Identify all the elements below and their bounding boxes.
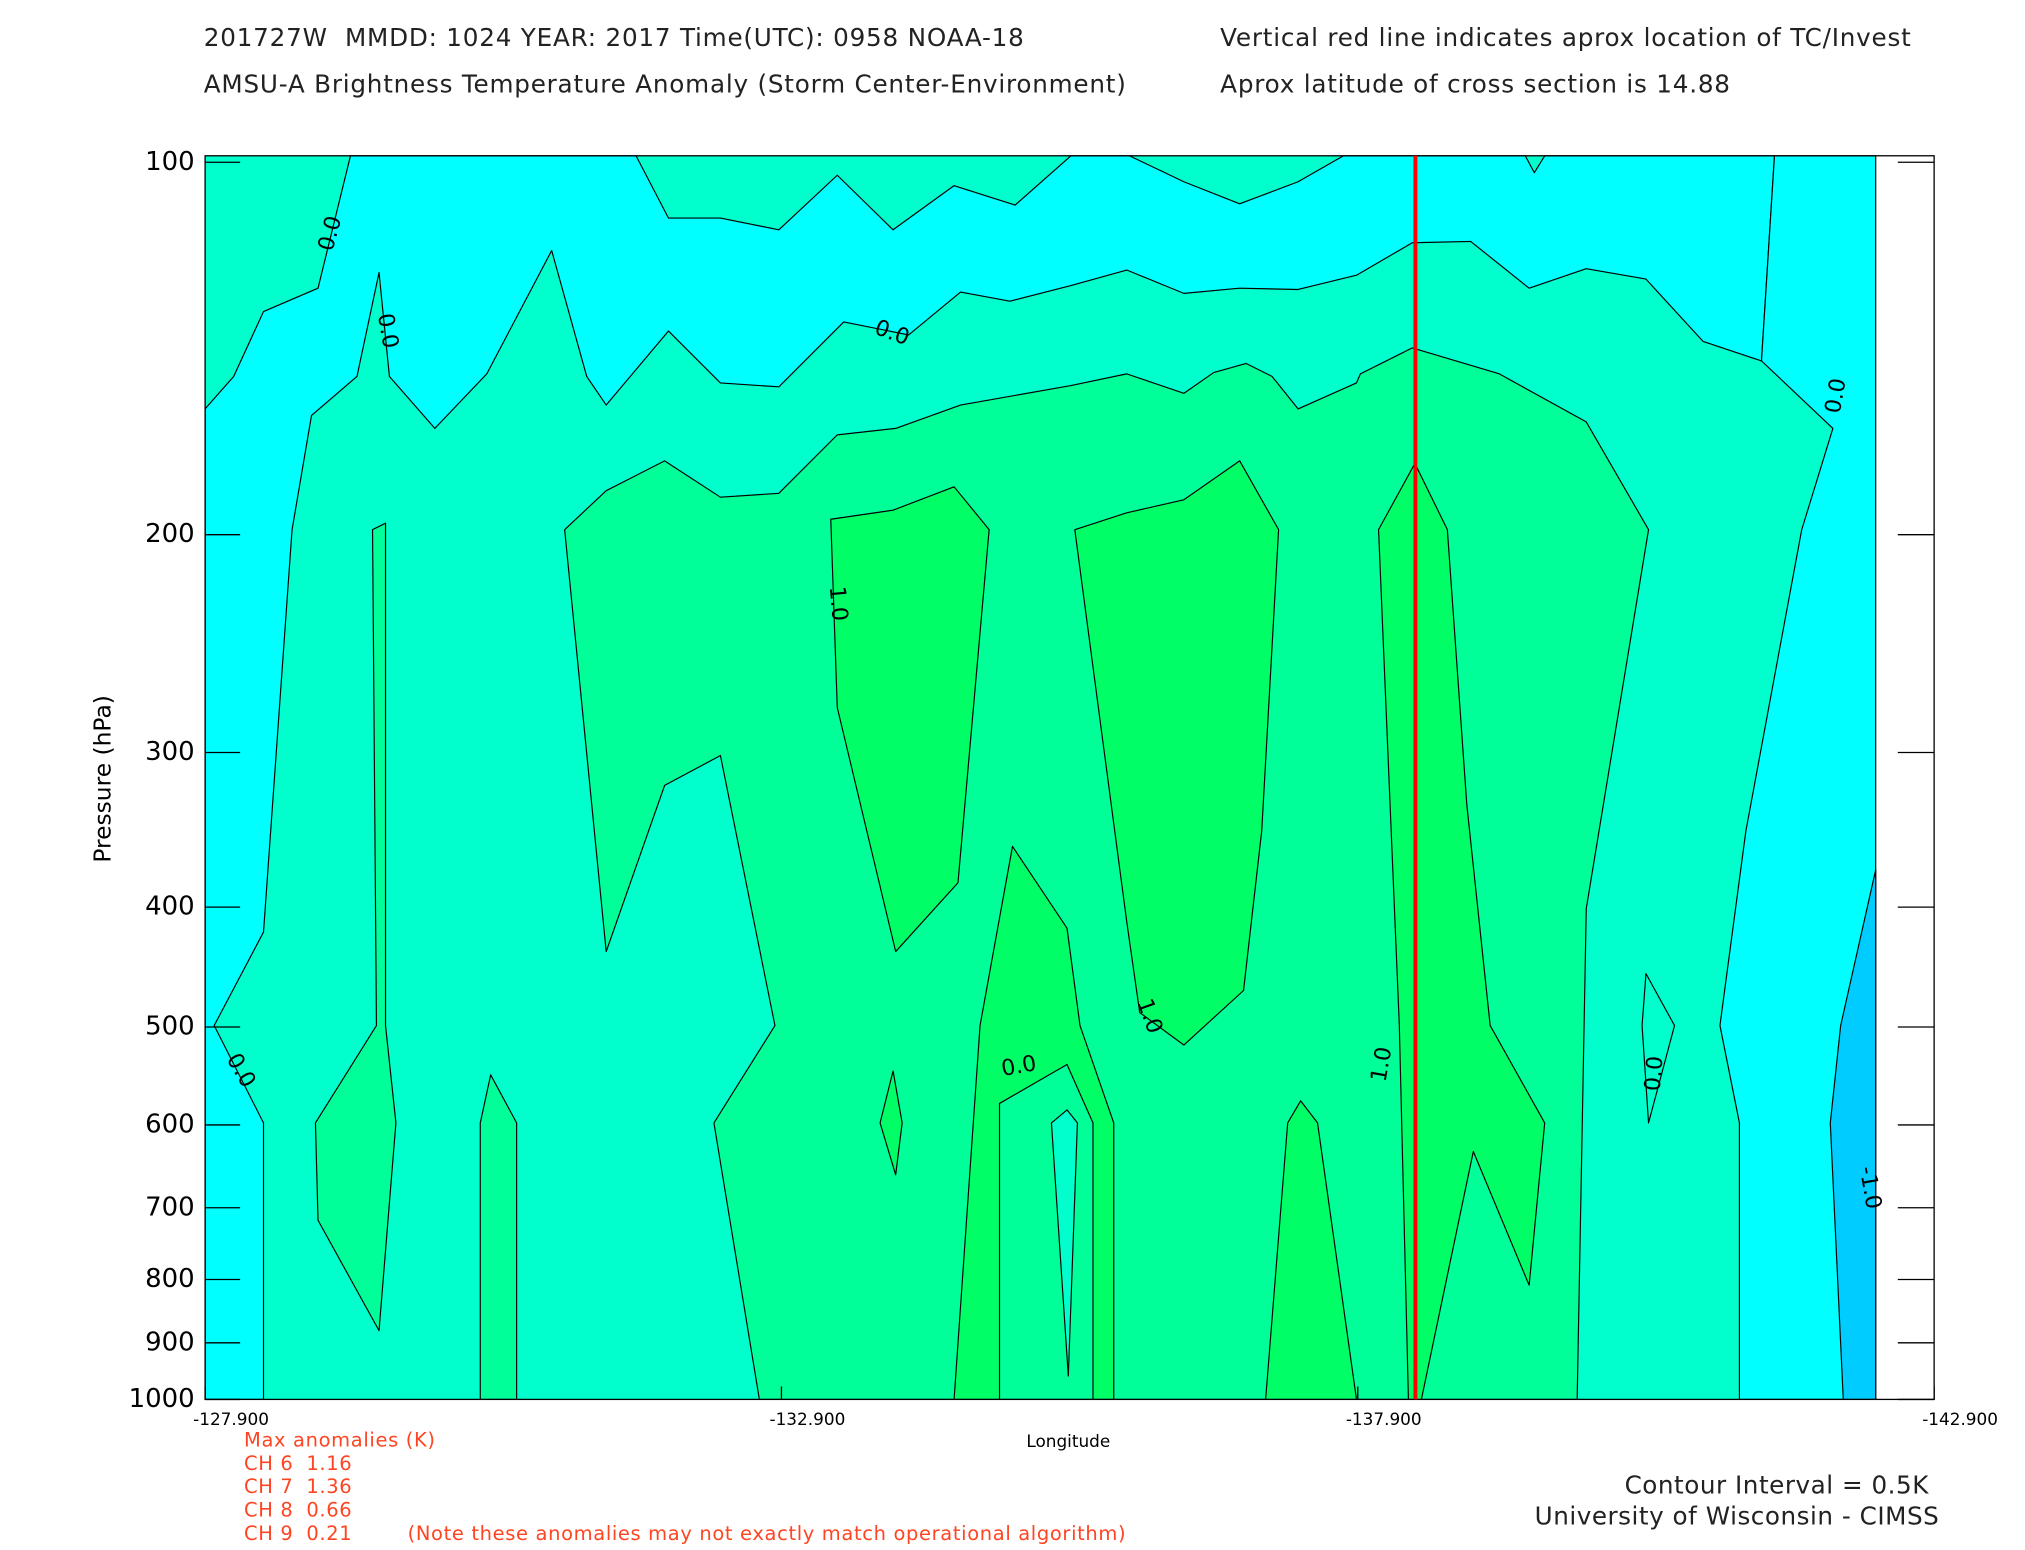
contour-label: 0.0 bbox=[999, 1051, 1038, 1082]
contour-band bbox=[1641, 973, 1676, 1124]
plot-frame bbox=[204, 155, 1935, 1401]
subtitle: AMSU-A Brightness Temperature Anomaly (S… bbox=[204, 70, 1127, 99]
contour-band bbox=[1829, 869, 1877, 1400]
channel-label: CH 9 bbox=[244, 1522, 293, 1545]
x-tick-label: -142.900 bbox=[1922, 1409, 1998, 1429]
contour-band bbox=[314, 522, 397, 1332]
contour-interval: Contour Interval = 0.5K bbox=[1625, 1470, 1930, 1499]
y-tick-label: 100 bbox=[145, 147, 195, 177]
y-tick-label: 1000 bbox=[129, 1384, 195, 1414]
contour-label: 0.0 bbox=[372, 312, 403, 351]
channel-value: 1.16 bbox=[306, 1452, 352, 1475]
contour-band bbox=[479, 1074, 518, 1400]
y-tick-label: 800 bbox=[145, 1264, 195, 1294]
y-tick-label: 700 bbox=[145, 1192, 195, 1222]
x-tick-label: -137.900 bbox=[1346, 1409, 1422, 1429]
x-tick-label: -127.900 bbox=[193, 1409, 269, 1429]
contour-label: 1.0 bbox=[824, 585, 852, 622]
contour-label: 0.0 bbox=[1821, 376, 1852, 415]
channel-value: 1.36 bbox=[306, 1475, 352, 1498]
channel-label: CH 6 bbox=[244, 1452, 293, 1475]
y-axis-label: Pressure (hPa) bbox=[88, 695, 116, 863]
contour-band bbox=[1377, 462, 1546, 1400]
channel-value: 0.21 bbox=[306, 1522, 352, 1545]
y-tick-label: 500 bbox=[145, 1011, 195, 1041]
channel-label: CH 7 bbox=[244, 1475, 293, 1498]
anomalies-note: (Note these anomalies may not exactly ma… bbox=[408, 1522, 1127, 1545]
y-tick-label: 300 bbox=[145, 737, 195, 767]
max-anomalies-title: Max anomalies (K) bbox=[244, 1428, 436, 1451]
header-line: 201727W MMDD: 1024 YEAR: 2017 Time(UTC):… bbox=[204, 23, 1025, 52]
contour-band bbox=[1074, 460, 1280, 1046]
credit: University of Wisconsin - CIMSS bbox=[1535, 1502, 1940, 1531]
y-tick-label: 200 bbox=[145, 519, 195, 549]
contour-field bbox=[204, 155, 1877, 1400]
contour-band bbox=[1050, 1109, 1078, 1377]
contour-band bbox=[879, 1070, 903, 1176]
contour-band bbox=[830, 486, 990, 953]
contour-label: 1.0 bbox=[1367, 1045, 1398, 1084]
x-axis-label: Longitude bbox=[1026, 1431, 1110, 1451]
header-note: Vertical red line indicates aprox locati… bbox=[1220, 23, 1911, 52]
y-tick-label: 900 bbox=[145, 1327, 195, 1357]
contour-band bbox=[204, 155, 1776, 1400]
x-tick-label: -132.900 bbox=[769, 1409, 845, 1429]
channel-value: 0.66 bbox=[306, 1499, 352, 1522]
channel-label: CH 8 bbox=[244, 1499, 293, 1522]
contour-label: 0.0 bbox=[1641, 1055, 1669, 1092]
y-tick-label: 600 bbox=[145, 1109, 195, 1139]
latitude-note: Aprox latitude of cross section is 14.88 bbox=[1220, 70, 1731, 99]
y-tick-label: 400 bbox=[145, 892, 195, 922]
